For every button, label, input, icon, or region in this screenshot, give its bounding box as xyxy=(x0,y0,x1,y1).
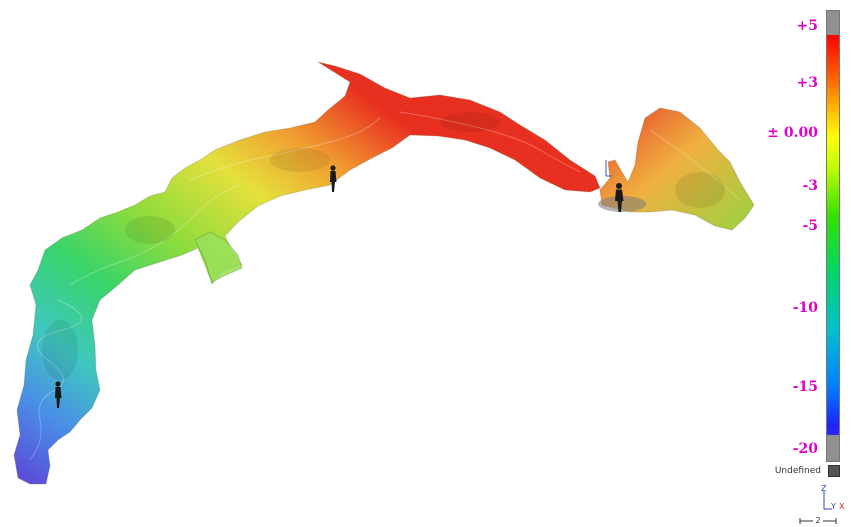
colorbar-tick-label: -15 xyxy=(792,379,818,395)
undefined-label: Undefined xyxy=(774,466,821,476)
colorbar-tick-label: ± 0.00 xyxy=(767,125,818,141)
axis-x-label: X xyxy=(839,502,845,511)
colorbar-tick-label: -10 xyxy=(792,300,818,316)
cave-floor-patch xyxy=(598,196,646,212)
colorbar-tick-label: -3 xyxy=(802,178,818,194)
colorbar-tick-label: -20 xyxy=(792,441,818,457)
color-scale-bar xyxy=(826,10,840,462)
colorbar-tick-label: -5 xyxy=(802,218,818,234)
undefined-color-swatch xyxy=(828,465,840,477)
colorbar-tick-label: +3 xyxy=(796,75,818,91)
cave-side-branch xyxy=(194,231,243,283)
cave-tunnel-left xyxy=(13,61,601,485)
person-silhouette-icon xyxy=(330,165,337,192)
cave-shading xyxy=(42,112,725,380)
axis-y-label: Y xyxy=(830,502,836,511)
model-axis-marker-icon xyxy=(605,160,612,177)
person-silhouette-icon xyxy=(55,381,62,408)
cave-surface-texture xyxy=(29,111,741,461)
colorbar-tick-label: +5 xyxy=(796,18,818,34)
scale-bar: 2 xyxy=(799,515,837,525)
scale-bar-label: 2 xyxy=(815,516,820,525)
person-silhouette-icon xyxy=(615,183,624,212)
axis-triad-icon[interactable]: Z Y X xyxy=(818,483,848,513)
axis-z-label: Z xyxy=(821,484,827,493)
